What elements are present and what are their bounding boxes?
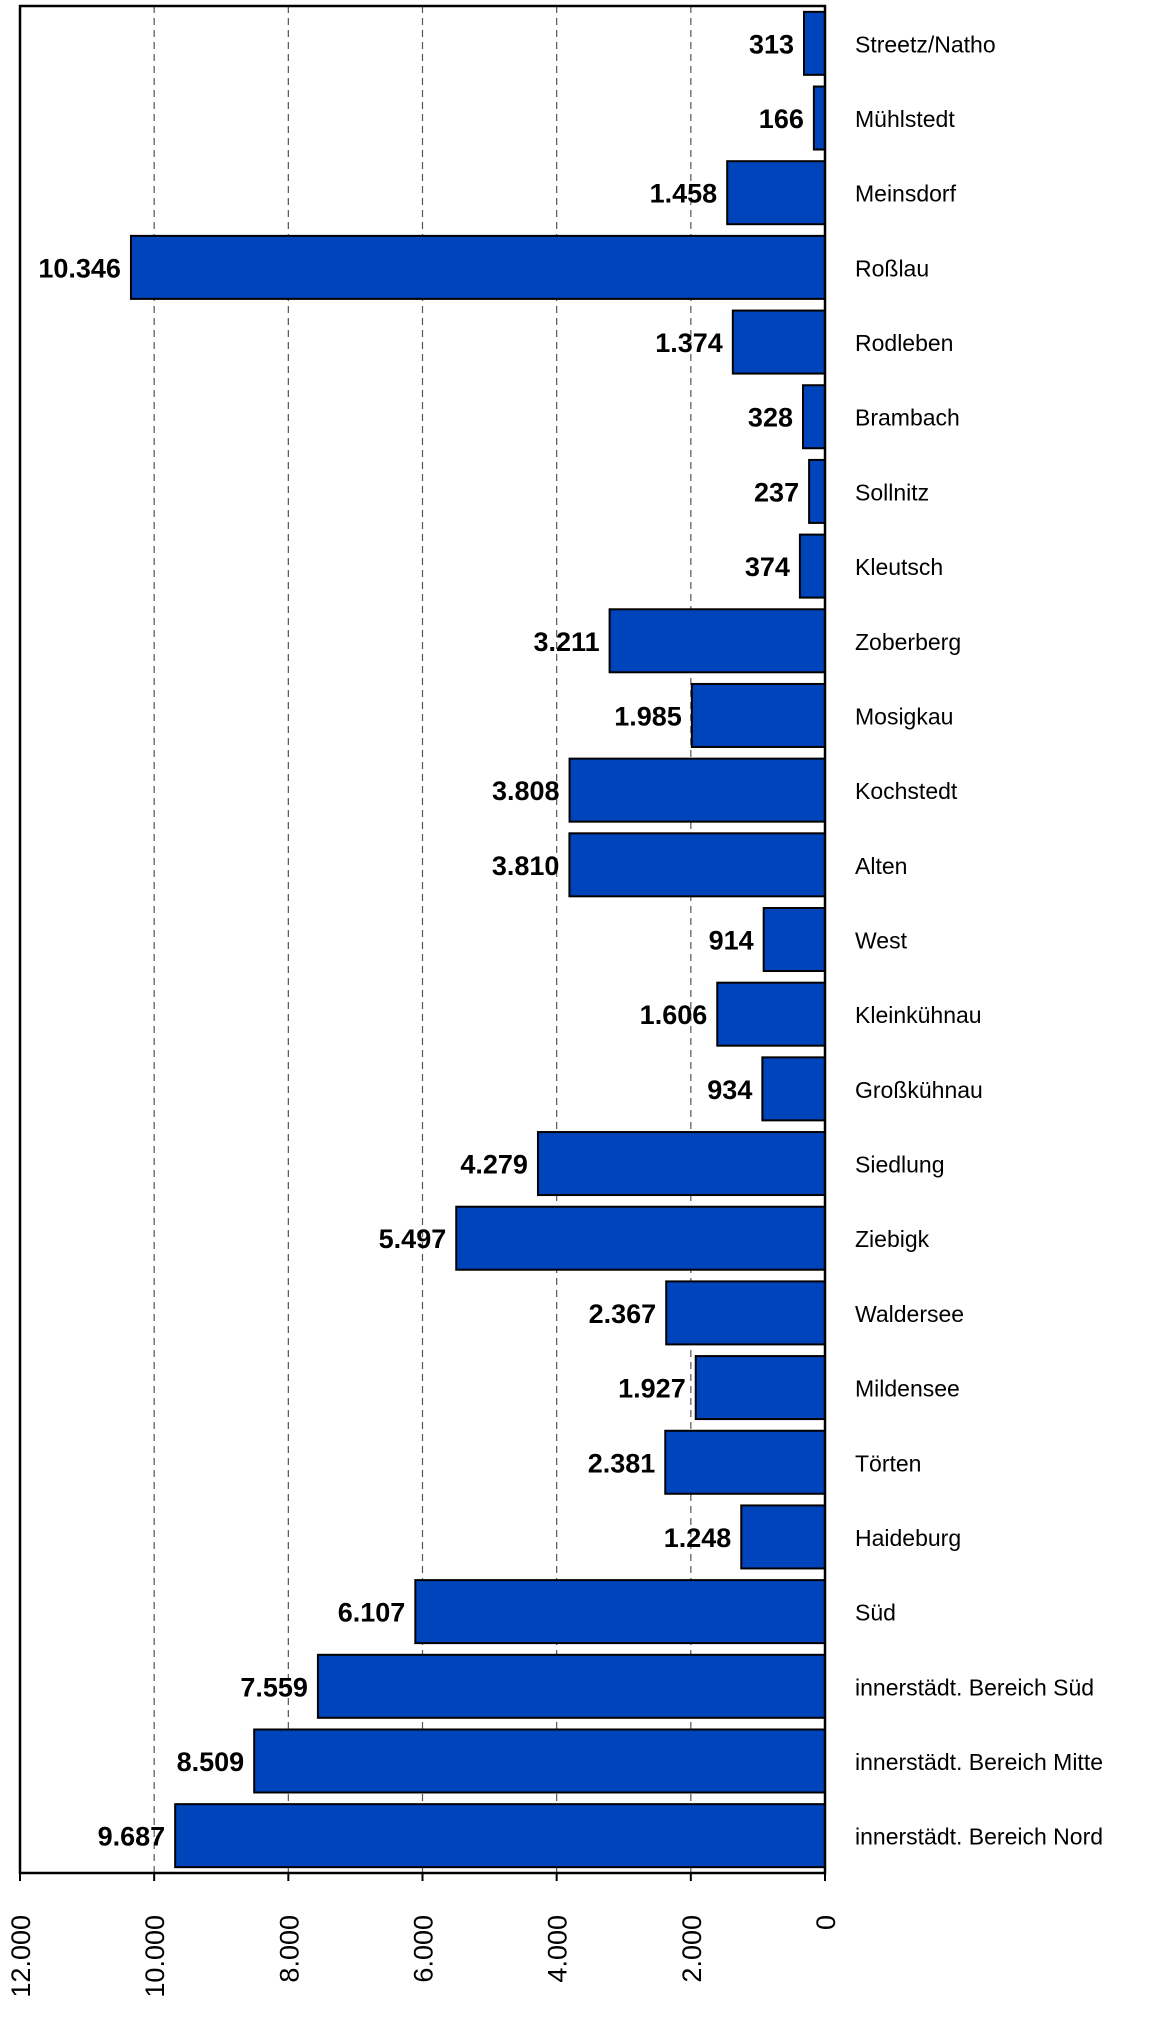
bar <box>174 1803 826 1869</box>
category-label: Kochstedt <box>855 778 958 804</box>
bar-value-label: 914 <box>709 926 754 956</box>
bar <box>803 10 827 76</box>
bar-value-label: 2.367 <box>589 1299 657 1329</box>
bar-value-label: 9.687 <box>98 1822 166 1852</box>
category-labels: Streetz/Natho Mühlstedt Meinsdorf Roßlau Rod… <box>855 31 1103 1849</box>
category-label: Haideburg <box>855 1525 961 1551</box>
category-label: Törten <box>855 1450 921 1476</box>
category-label: innerstädt. Bereich Mitte <box>855 1749 1103 1775</box>
bar-value-label: 5.497 <box>379 1224 447 1254</box>
bar <box>568 832 826 898</box>
bar <box>664 1429 827 1495</box>
bar <box>716 981 826 1047</box>
bar-value-label: 3.810 <box>492 851 560 881</box>
category-label: West <box>855 928 908 954</box>
category-label: Großkühnau <box>855 1077 983 1103</box>
bar-value-label: 7.559 <box>240 1672 308 1702</box>
axis-ticks: 0 2.000 4.000 6.000 8.000 10.000 12.000 <box>6 1873 841 1998</box>
bar-value-label: 8.509 <box>177 1747 245 1777</box>
bar <box>798 533 826 599</box>
bar <box>568 757 827 823</box>
category-label: Ziebigk <box>855 1226 930 1252</box>
bar <box>665 1280 826 1346</box>
bar <box>801 384 826 450</box>
bar <box>808 458 827 524</box>
bar-value-label: 3.808 <box>492 776 560 806</box>
category-label: Alten <box>855 853 907 879</box>
axis-tick-label: 0 <box>811 1915 841 1930</box>
bar-value-label: 2.381 <box>588 1448 656 1478</box>
category-label: Kleinkühnau <box>855 1002 982 1028</box>
bar <box>690 682 827 748</box>
category-label: Waldersee <box>855 1301 964 1327</box>
axis-tick-label: 8.000 <box>274 1915 304 1983</box>
bar <box>762 907 827 972</box>
axis-tick-label: 10.000 <box>140 1915 170 1998</box>
bar-value-label: 6.107 <box>338 1598 406 1628</box>
bar-value-label: 1.606 <box>640 1000 708 1030</box>
category-label: Mildensee <box>855 1376 960 1402</box>
bar <box>253 1728 826 1794</box>
bar-value-label: 313 <box>749 29 794 59</box>
bar-value-label: 1.927 <box>618 1374 686 1404</box>
category-label: Mühlstedt <box>855 106 955 132</box>
category-label: Rodleben <box>855 330 953 356</box>
category-label: Siedlung <box>855 1152 945 1178</box>
axis-tick-label: 2.000 <box>677 1915 707 1983</box>
bar-value-label: 1.248 <box>664 1523 732 1553</box>
bar-value-label: 374 <box>745 552 790 582</box>
category-label: Streetz/Natho <box>855 31 996 57</box>
axis-tick-label: 12.000 <box>6 1915 36 1998</box>
bar-value-label: 1.458 <box>650 179 718 209</box>
category-label: Süd <box>855 1600 896 1626</box>
bar-value-label: 166 <box>759 104 804 134</box>
bar-value-label: 934 <box>707 1075 752 1105</box>
bar-value-label: 237 <box>754 477 799 507</box>
bar <box>761 1056 827 1122</box>
bar-value-label: 328 <box>748 403 793 433</box>
bar-value-label: 4.279 <box>460 1150 528 1180</box>
bar <box>455 1205 826 1271</box>
category-label: Zoberberg <box>855 629 961 655</box>
bar <box>731 309 827 375</box>
bar <box>812 85 827 151</box>
category-label: Kleutsch <box>855 554 943 580</box>
value-labels: 313 166 1.458 10.346 1.374 328 237 374 3.211 1.98… <box>38 29 804 1851</box>
bar <box>608 608 826 674</box>
category-label: Brambach <box>855 405 960 431</box>
bar <box>316 1653 826 1719</box>
bar-value-label: 1.374 <box>655 328 723 358</box>
category-label: Mosigkau <box>855 703 953 729</box>
bar-value-label: 3.211 <box>534 627 600 657</box>
bar <box>694 1355 826 1421</box>
bar <box>740 1504 827 1570</box>
bar-value-label: 1.985 <box>614 701 682 731</box>
category-label: Meinsdorf <box>855 181 957 207</box>
bar <box>129 234 827 300</box>
category-label: Roßlau <box>855 255 929 281</box>
axis-tick-label: 6.000 <box>409 1915 439 1983</box>
category-label: Sollnitz <box>855 479 929 505</box>
bar <box>536 1131 827 1197</box>
bar <box>414 1579 826 1645</box>
category-label: innerstädt. Bereich Süd <box>855 1674 1094 1700</box>
axis-tick-label: 4.000 <box>543 1915 573 1983</box>
category-label: innerstädt. Bereich Nord <box>855 1824 1103 1850</box>
bar-value-label: 10.346 <box>38 253 121 283</box>
bar <box>726 160 827 226</box>
